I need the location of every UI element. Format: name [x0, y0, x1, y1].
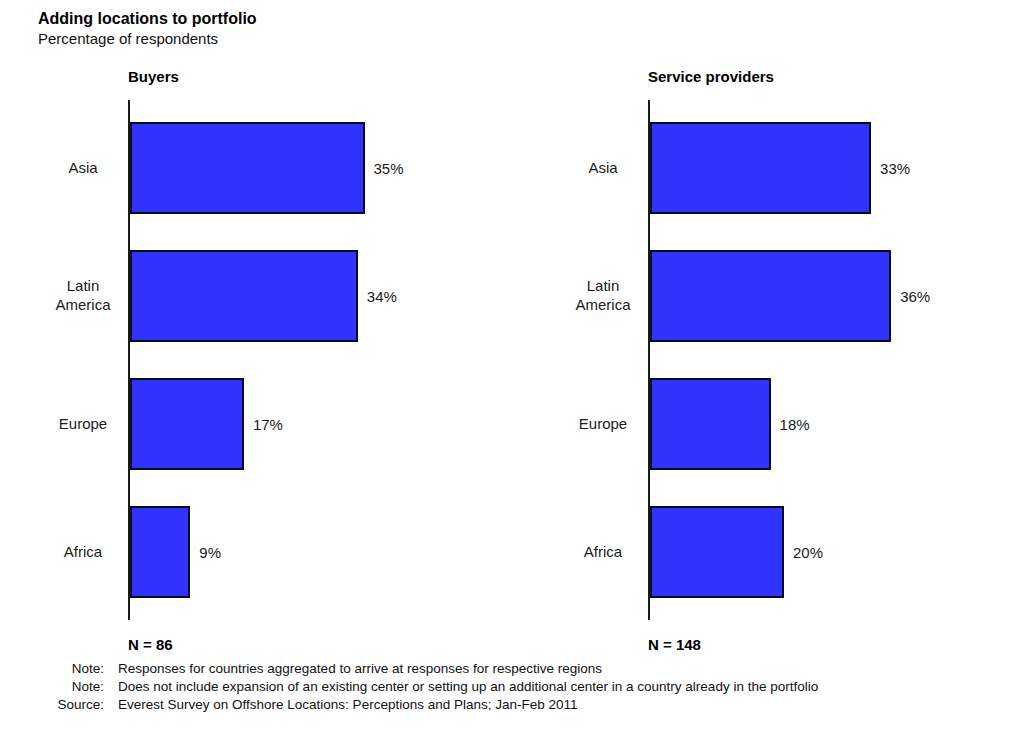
note-row: Note: Responses for countries aggregated… [40, 660, 818, 678]
bar-row: Latin America 34% [38, 250, 518, 342]
y-axis-line [648, 100, 650, 620]
category-label: Asia [38, 159, 128, 178]
bar-row: Africa 20% [558, 506, 1024, 598]
plot-area: Asia 35% Latin America 34% Europe 17% Af… [38, 100, 518, 620]
category-label: Africa [558, 543, 648, 562]
page-title: Adding locations to portfolio [38, 8, 257, 29]
bar-zone: 20% [648, 506, 918, 598]
notes-section: Note: Responses for countries aggregated… [40, 660, 818, 714]
bar-row: Europe 18% [558, 378, 1024, 470]
bar-row: Latin America 36% [558, 250, 1024, 342]
note-label: Note: [40, 678, 104, 696]
bar-zone: 17% [128, 378, 398, 470]
bar-zone: 36% [648, 250, 918, 342]
note-text: Does not include expansion of an existin… [118, 678, 818, 696]
category-label: Europe [38, 415, 128, 434]
value-label: 36% [900, 288, 930, 305]
note-text: Everest Survey on Offshore Locations: Pe… [118, 696, 578, 714]
category-label: Asia [558, 159, 648, 178]
value-label: 20% [793, 544, 823, 561]
bar-zone: 9% [128, 506, 398, 598]
sample-size-label: N = 148 [648, 636, 1024, 653]
note-label: Note: [40, 660, 104, 678]
bar-zone: 33% [648, 122, 918, 214]
bar [650, 250, 891, 342]
bar-row: Africa 9% [38, 506, 518, 598]
bar-zone: 34% [128, 250, 398, 342]
bar-row: Asia 35% [38, 122, 518, 214]
page-subtitle: Percentage of respondents [38, 29, 257, 48]
bar [130, 122, 365, 214]
value-label: 9% [199, 544, 221, 561]
plot-area: Asia 33% Latin America 36% Europe 18% Af… [558, 100, 1024, 620]
value-label: 34% [367, 288, 397, 305]
bar [650, 378, 771, 470]
bar [130, 250, 358, 342]
y-axis-line [128, 100, 130, 620]
category-label: Africa [38, 543, 128, 562]
bar-row: Asia 33% [558, 122, 1024, 214]
chart-panel-service-providers: Service providers Asia 33% Latin America… [558, 68, 1024, 653]
value-label: 33% [880, 160, 910, 177]
category-label: Europe [558, 415, 648, 434]
report-header: Adding locations to portfolio Percentage… [38, 8, 257, 48]
bar-row: Europe 17% [38, 378, 518, 470]
note-text: Responses for countries aggregated to ar… [118, 660, 602, 678]
chart-title: Service providers [648, 68, 1024, 88]
value-label: 17% [253, 416, 283, 433]
bar [130, 506, 190, 598]
bar [130, 378, 244, 470]
category-label: Latin America [38, 277, 128, 315]
bar-zone: 35% [128, 122, 398, 214]
note-label: Source: [40, 696, 104, 714]
sample-size-label: N = 86 [128, 636, 518, 653]
bar [650, 122, 871, 214]
bar-zone: 18% [648, 378, 918, 470]
value-label: 35% [374, 160, 404, 177]
note-row: Source: Everest Survey on Offshore Locat… [40, 696, 818, 714]
bar [650, 506, 784, 598]
note-row: Note: Does not include expansion of an e… [40, 678, 818, 696]
value-label: 18% [780, 416, 810, 433]
chart-panel-buyers: Buyers Asia 35% Latin America 34% Europe… [38, 68, 518, 653]
category-label: Latin America [558, 277, 648, 315]
chart-title: Buyers [128, 68, 518, 88]
